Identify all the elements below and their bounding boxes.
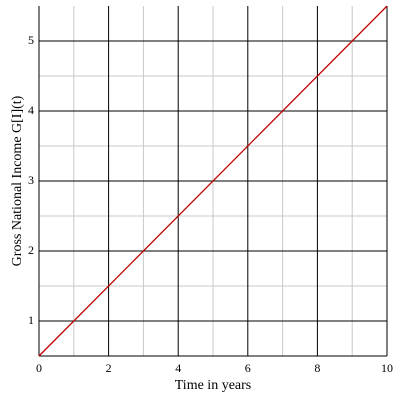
x-tick-label: 0	[36, 361, 42, 375]
x-tick-label: 2	[106, 361, 112, 375]
x-tick-label: 10	[381, 361, 393, 375]
y-tick-label: 1	[28, 313, 34, 327]
y-axis-label: Gross National Income G[I](t)	[10, 95, 25, 266]
x-tick-label: 8	[314, 361, 320, 375]
y-tick-label: 2	[28, 243, 34, 257]
y-tick-label: 4	[28, 103, 34, 117]
x-axis-label: Time in years	[175, 378, 251, 393]
y-tick-label: 3	[28, 173, 34, 187]
x-tick-label: 4	[175, 361, 181, 375]
y-tick-label: 5	[28, 33, 34, 47]
data-line	[38, 5, 388, 357]
x-tick-label: 6	[245, 361, 251, 375]
